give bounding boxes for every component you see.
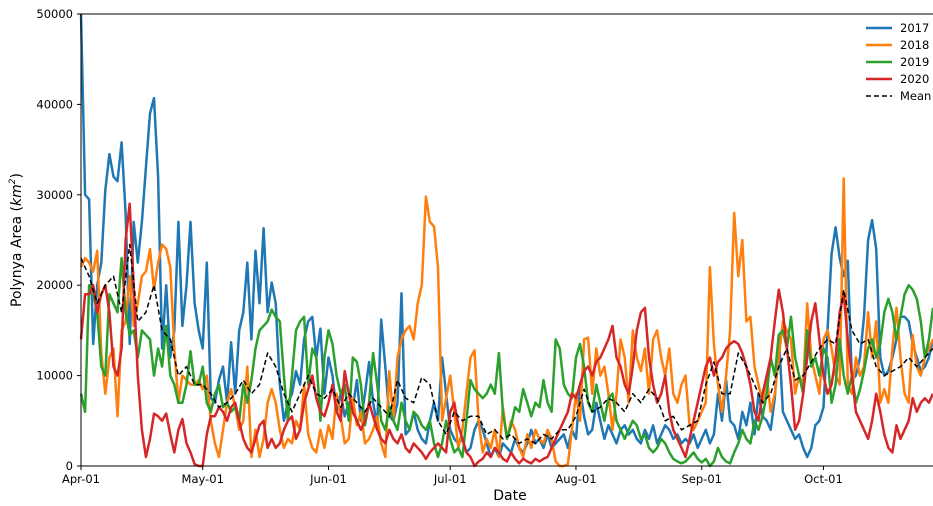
x-tick-label: Sep-01 (682, 472, 722, 486)
x-tick-label: May-01 (182, 472, 224, 486)
x-tick-label: Oct-01 (804, 472, 843, 486)
series-line-2017 (79, 13, 933, 459)
y-axis-label-prefix: Polynya Area ( (9, 206, 25, 307)
x-tick-label: Jun-01 (309, 472, 347, 486)
y-tick-label: 0 (66, 459, 73, 473)
x-tick-label: Jul-01 (433, 472, 467, 486)
y-axis-label-suffix: ) (9, 173, 25, 178)
legend-label-2017: 2017 (900, 21, 929, 35)
plot-lines (79, 13, 933, 468)
legend-label-2020: 2020 (900, 72, 929, 86)
x-axis-label: Date (493, 488, 526, 504)
legend-label-2019: 2019 (900, 55, 929, 69)
y-tick-label: 50000 (36, 7, 73, 21)
y-tick-label: 40000 (36, 97, 73, 111)
x-tick-label: Apr-01 (62, 472, 100, 486)
y-ticks: 0 10000 20000 30000 40000 50000 (36, 7, 81, 473)
y-axis-label-unit-sup: 2 (8, 178, 18, 184)
y-tick-label: 10000 (36, 369, 73, 383)
x-ticks: Apr-01 May-01 Jun-01 Jul-01 Aug-01 Sep-01 Oct-… (62, 466, 843, 486)
y-axis-label: Polynya Area (km2) (8, 173, 25, 307)
legend-label-mean: Mean (900, 89, 931, 103)
series-line-mean (80, 243, 933, 445)
axes (80, 13, 933, 467)
series-line-2020 (79, 202, 933, 468)
y-tick-label: 20000 (36, 278, 73, 292)
legend: 2017 2018 2019 2020 Mean (866, 21, 931, 103)
x-tick-label: Aug-01 (555, 472, 596, 486)
series-line-2019 (79, 256, 933, 468)
legend-label-2018: 2018 (900, 38, 929, 52)
y-axis-label-unit: km (9, 184, 25, 206)
y-tick-label: 30000 (36, 188, 73, 202)
